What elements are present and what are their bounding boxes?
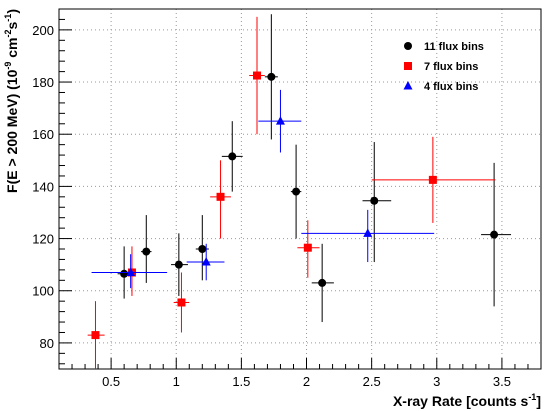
- data-point: [290, 144, 302, 239]
- data-point: [87, 301, 105, 369]
- series-square: [87, 16, 496, 369]
- x-axis-title: X-ray Rate [counts s-1]: [393, 392, 541, 409]
- marker-circle: [267, 72, 276, 81]
- y-axis-title-close: ): [4, 9, 20, 14]
- data-point: [141, 215, 152, 283]
- y-tick-label: 80: [40, 336, 54, 351]
- legend-label: 4 flux bins: [424, 81, 478, 93]
- data-point: [173, 272, 190, 333]
- data-point: [481, 162, 512, 307]
- marker-circle: [490, 230, 499, 239]
- marker-square: [216, 192, 225, 201]
- x-axis-title-main: X-ray Rate [counts s: [393, 393, 529, 409]
- marker-square: [91, 331, 100, 340]
- x-axis-title-close: ]: [536, 393, 541, 409]
- y-axis-title: F(E > 200 MeV) (10-9 cm-2s-1): [3, 9, 20, 193]
- x-tick-label: 1: [173, 374, 180, 389]
- legend-marker-circle: [404, 42, 412, 50]
- marker-triangle: [275, 116, 285, 125]
- marker-square: [428, 175, 437, 184]
- data-point: [186, 243, 225, 281]
- marker-circle: [228, 152, 237, 161]
- y-axis-title-s: s: [4, 21, 20, 29]
- y-axis-title-sup1: -9: [3, 62, 13, 70]
- data-layer: [87, 14, 512, 369]
- marker-triangle: [363, 228, 373, 237]
- data-point: [195, 215, 209, 281]
- series-circle: [117, 14, 512, 323]
- marker-triangle: [201, 257, 211, 266]
- marker-square: [177, 298, 186, 307]
- data-point: [264, 14, 278, 140]
- legend-item: 4 flux bins: [403, 81, 478, 93]
- data-point: [258, 89, 302, 153]
- marker-square: [253, 71, 262, 80]
- y-tick-label: 140: [32, 179, 54, 194]
- marker-triangle: [126, 267, 136, 276]
- data-point: [311, 243, 334, 323]
- marker-circle: [370, 196, 379, 205]
- data-point: [210, 160, 231, 239]
- data-point: [371, 136, 496, 223]
- ticks-layer: 0.5 1 1.5 2 2.5 3 3.5 80 100 120 140 160 180 200: [32, 8, 542, 389]
- x-tick-label: 0.5: [102, 374, 120, 389]
- data-point: [301, 209, 435, 263]
- data-point: [249, 16, 265, 135]
- data-point: [171, 233, 188, 296]
- legend-item: 7 flux bins: [404, 61, 478, 73]
- x-tick-label: 3: [433, 374, 440, 389]
- legend-item: 11 flux bins: [404, 41, 484, 53]
- y-tick-label: 100: [32, 284, 54, 299]
- x-axis-title-sup: -1: [528, 392, 536, 402]
- marker-circle: [292, 187, 301, 196]
- marker-circle: [120, 269, 129, 278]
- y-tick-label: 180: [32, 75, 54, 90]
- plot-frame: [58, 8, 542, 370]
- legend-label: 11 flux bins: [424, 41, 484, 53]
- data-point: [362, 142, 392, 263]
- legend: 11 flux bins 7 flux bins 4 flux bins: [403, 41, 484, 93]
- y-tick-label: 120: [32, 232, 54, 247]
- y-tick-label: 200: [32, 23, 54, 38]
- x-tick-label: 1.5: [232, 374, 250, 389]
- marker-circle: [174, 260, 183, 269]
- y-axis-title-main: F(E > 200 MeV) (10: [4, 69, 20, 193]
- legend-label: 7 flux bins: [424, 61, 478, 73]
- x-tick-label: 2: [303, 374, 310, 389]
- y-axis-title-mid: cm: [4, 38, 20, 62]
- marker-circle: [142, 247, 151, 256]
- x-tick-label: 3.5: [493, 374, 511, 389]
- y-axis-title-sup2: -2: [3, 29, 13, 37]
- series-triangle: [91, 89, 435, 289]
- y-tick-label: 160: [32, 127, 54, 142]
- marker-circle: [198, 245, 207, 253]
- data-point: [297, 220, 320, 278]
- data-point: [221, 121, 243, 192]
- x-tick-label: 2.5: [363, 374, 381, 389]
- marker-circle: [318, 278, 327, 287]
- grid-layer: [59, 9, 541, 369]
- legend-marker-square: [404, 62, 412, 70]
- marker-square: [303, 243, 312, 252]
- legend-marker-triangle: [403, 81, 413, 90]
- y-axis-title-sup3: -1: [3, 14, 13, 22]
- data-point: [91, 254, 168, 289]
